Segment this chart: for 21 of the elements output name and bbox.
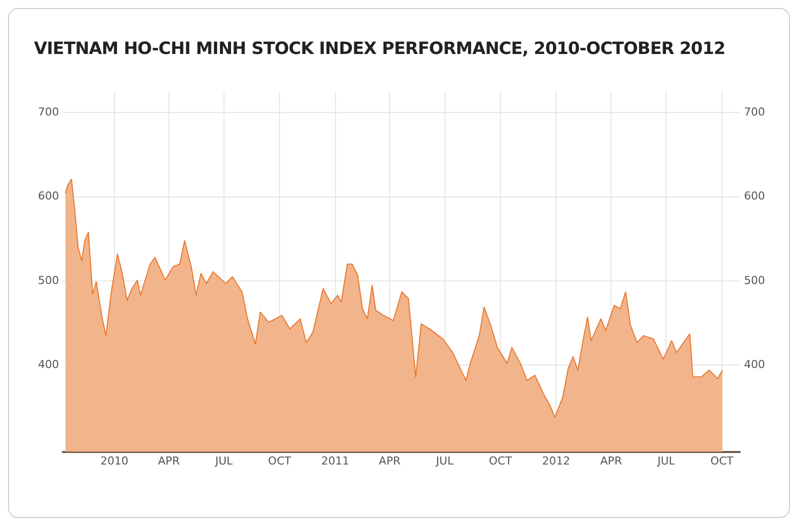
- y-tick-label: 500: [38, 274, 59, 287]
- x-tick-label: APR: [158, 454, 180, 468]
- y-tick-label: 600: [38, 190, 59, 203]
- y-tick-label: 700: [38, 106, 59, 118]
- y2-tick-label: 500: [744, 274, 766, 287]
- x-tick-label: 2012: [542, 454, 570, 468]
- x-tick-label: JUL: [214, 454, 234, 468]
- y2-tick-label: 700: [744, 106, 766, 118]
- x-tick-label: JUL: [435, 454, 454, 468]
- x-tick-label: OCT: [488, 454, 512, 468]
- x-tick-label: 2011: [321, 454, 350, 468]
- chart-title: VIETNAM HO-CHI MINH STOCK INDEX PERFORMANCE, 2010-OCTOBER 2012: [34, 39, 726, 59]
- x-tick-label: 2010: [100, 454, 128, 468]
- x-tick-label: JUL: [656, 454, 676, 468]
- x-tick-label: APR: [600, 454, 622, 468]
- y2-tick-label: 600: [744, 190, 766, 203]
- x-tick-label: OCT: [268, 454, 292, 468]
- y2-tick-label: 400: [744, 358, 766, 371]
- y-tick-label: 400: [38, 358, 59, 371]
- x-tick-label: APR: [378, 454, 401, 468]
- x-tick-label: OCT: [710, 454, 734, 468]
